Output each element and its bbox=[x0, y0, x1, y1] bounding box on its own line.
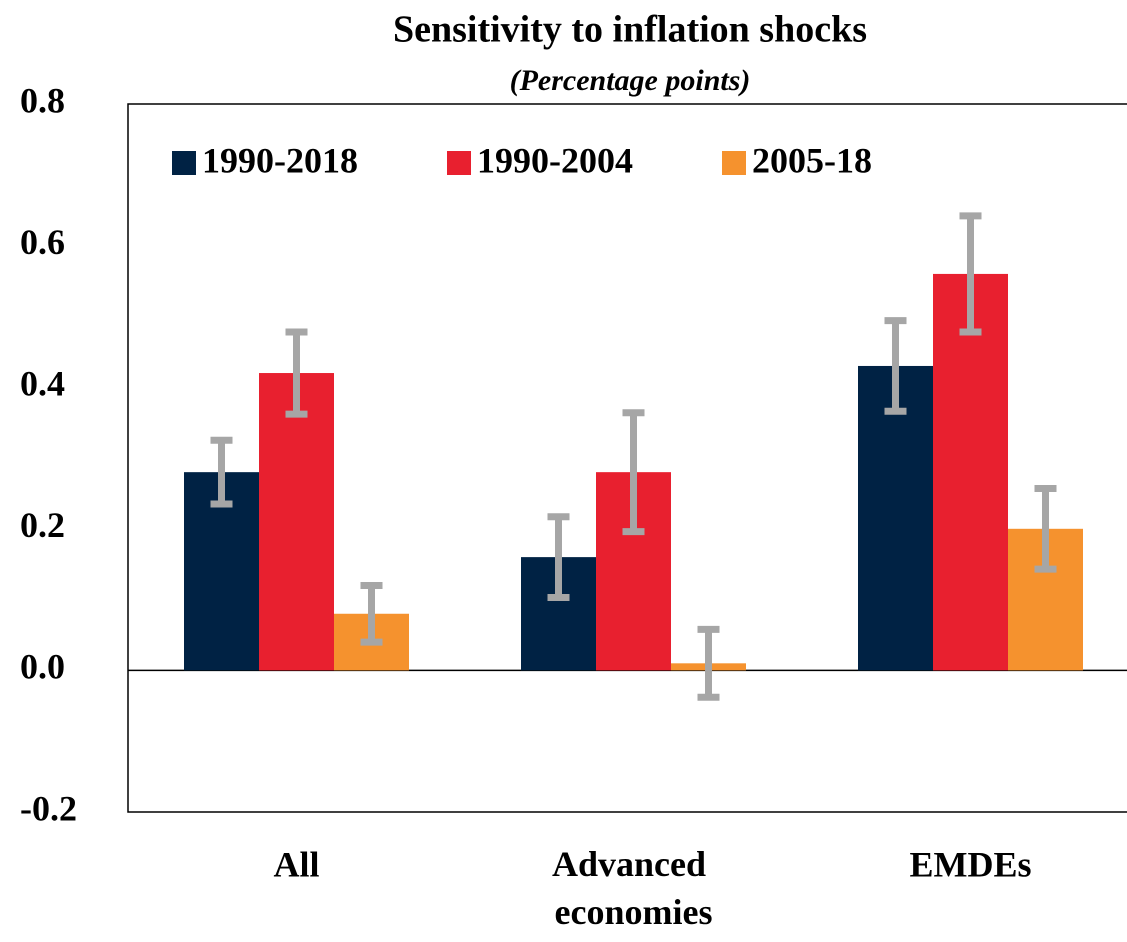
chart-subtitle: (Percentage points) bbox=[510, 64, 751, 97]
legend-swatch bbox=[447, 151, 471, 175]
y-tick-label: 0.0 bbox=[20, 647, 65, 687]
bar bbox=[933, 273, 1008, 671]
legend-label: 1990-2004 bbox=[477, 140, 633, 180]
x-tick-label: Advanced economies bbox=[552, 844, 715, 932]
y-tick-label: 0.6 bbox=[20, 222, 65, 262]
legend-swatch bbox=[172, 151, 196, 175]
error-bar bbox=[360, 581, 383, 646]
y-tick-label: 0.8 bbox=[20, 80, 65, 120]
y-tick-label: 0.4 bbox=[20, 363, 65, 403]
x-tick-label: All bbox=[273, 844, 319, 884]
chart-title: Sensitivity to inflation shocks bbox=[393, 9, 867, 51]
legend-label: 2005-18 bbox=[752, 140, 872, 180]
error-bar bbox=[547, 513, 570, 601]
error-bar bbox=[697, 625, 720, 701]
x-tick-label: EMDEs bbox=[909, 844, 1031, 884]
legend-label: 1990-2018 bbox=[202, 140, 358, 180]
error-bar bbox=[1034, 484, 1057, 573]
bar bbox=[858, 365, 933, 671]
bar bbox=[259, 373, 334, 671]
plot-frame bbox=[127, 103, 1127, 813]
y-tick-label: 0.2 bbox=[20, 505, 65, 545]
legend-swatch bbox=[722, 151, 746, 175]
y-tick-label: -0.2 bbox=[20, 788, 77, 828]
error-bar bbox=[210, 436, 233, 508]
error-bar bbox=[959, 212, 982, 336]
error-bar bbox=[884, 317, 907, 415]
error-bar bbox=[622, 409, 645, 536]
error-bar bbox=[285, 328, 308, 418]
